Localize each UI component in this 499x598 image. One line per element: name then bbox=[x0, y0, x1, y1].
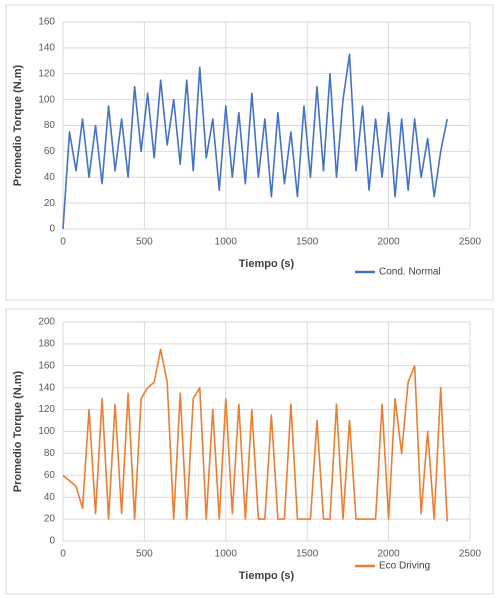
y-tick-label: 20 bbox=[44, 198, 56, 209]
y-tick-label: 60 bbox=[44, 146, 56, 157]
y-tick-label: 200 bbox=[38, 317, 55, 328]
x-tick-label: 0 bbox=[60, 237, 66, 248]
x-axis-label: Tiempo (s) bbox=[239, 570, 295, 582]
y-tick-label: 40 bbox=[44, 492, 56, 503]
y-tick-label: 40 bbox=[44, 172, 56, 183]
x-tick-label: 500 bbox=[136, 549, 153, 560]
x-tick-label: 1000 bbox=[215, 549, 238, 560]
legend-label: Eco Driving bbox=[379, 561, 430, 572]
y-tick-label: 100 bbox=[38, 426, 55, 437]
y-tick-label: 80 bbox=[44, 448, 56, 459]
y-tick-label: 160 bbox=[38, 360, 55, 371]
y-tick-label: 0 bbox=[49, 536, 55, 547]
y-tick-label: 160 bbox=[38, 17, 55, 28]
x-tick-label: 2000 bbox=[377, 237, 400, 248]
x-tick-label: 0 bbox=[60, 549, 66, 560]
y-axis-label: Promedio Torque (N.m) bbox=[12, 370, 24, 492]
data-line bbox=[62, 348, 449, 522]
x-tick-label: 500 bbox=[136, 237, 153, 248]
y-tick-label: 140 bbox=[38, 43, 55, 54]
x-axis-label: Tiempo (s) bbox=[239, 258, 295, 270]
y-tick-label: 180 bbox=[38, 339, 55, 350]
x-tick-label: 1500 bbox=[296, 549, 319, 560]
legend-label: Cond. Normal bbox=[379, 267, 441, 278]
data-line bbox=[62, 53, 448, 230]
x-tick-label: 1000 bbox=[215, 237, 238, 248]
x-tick-label: 1500 bbox=[296, 237, 319, 248]
y-tick-label: 0 bbox=[49, 224, 55, 235]
y-tick-label: 80 bbox=[44, 120, 56, 131]
y-tick-label: 60 bbox=[44, 470, 56, 481]
y-tick-label: 100 bbox=[38, 94, 55, 105]
x-tick-label: 2000 bbox=[377, 549, 400, 560]
y-tick-label: 120 bbox=[38, 404, 55, 415]
y-axis-label: Promedio Torque (N.m) bbox=[12, 64, 24, 186]
x-tick-label: 2500 bbox=[459, 237, 482, 248]
y-tick-label: 120 bbox=[38, 68, 55, 79]
y-tick-label: 140 bbox=[38, 382, 55, 393]
y-tick-label: 20 bbox=[44, 514, 56, 525]
x-tick-label: 2500 bbox=[459, 549, 482, 560]
